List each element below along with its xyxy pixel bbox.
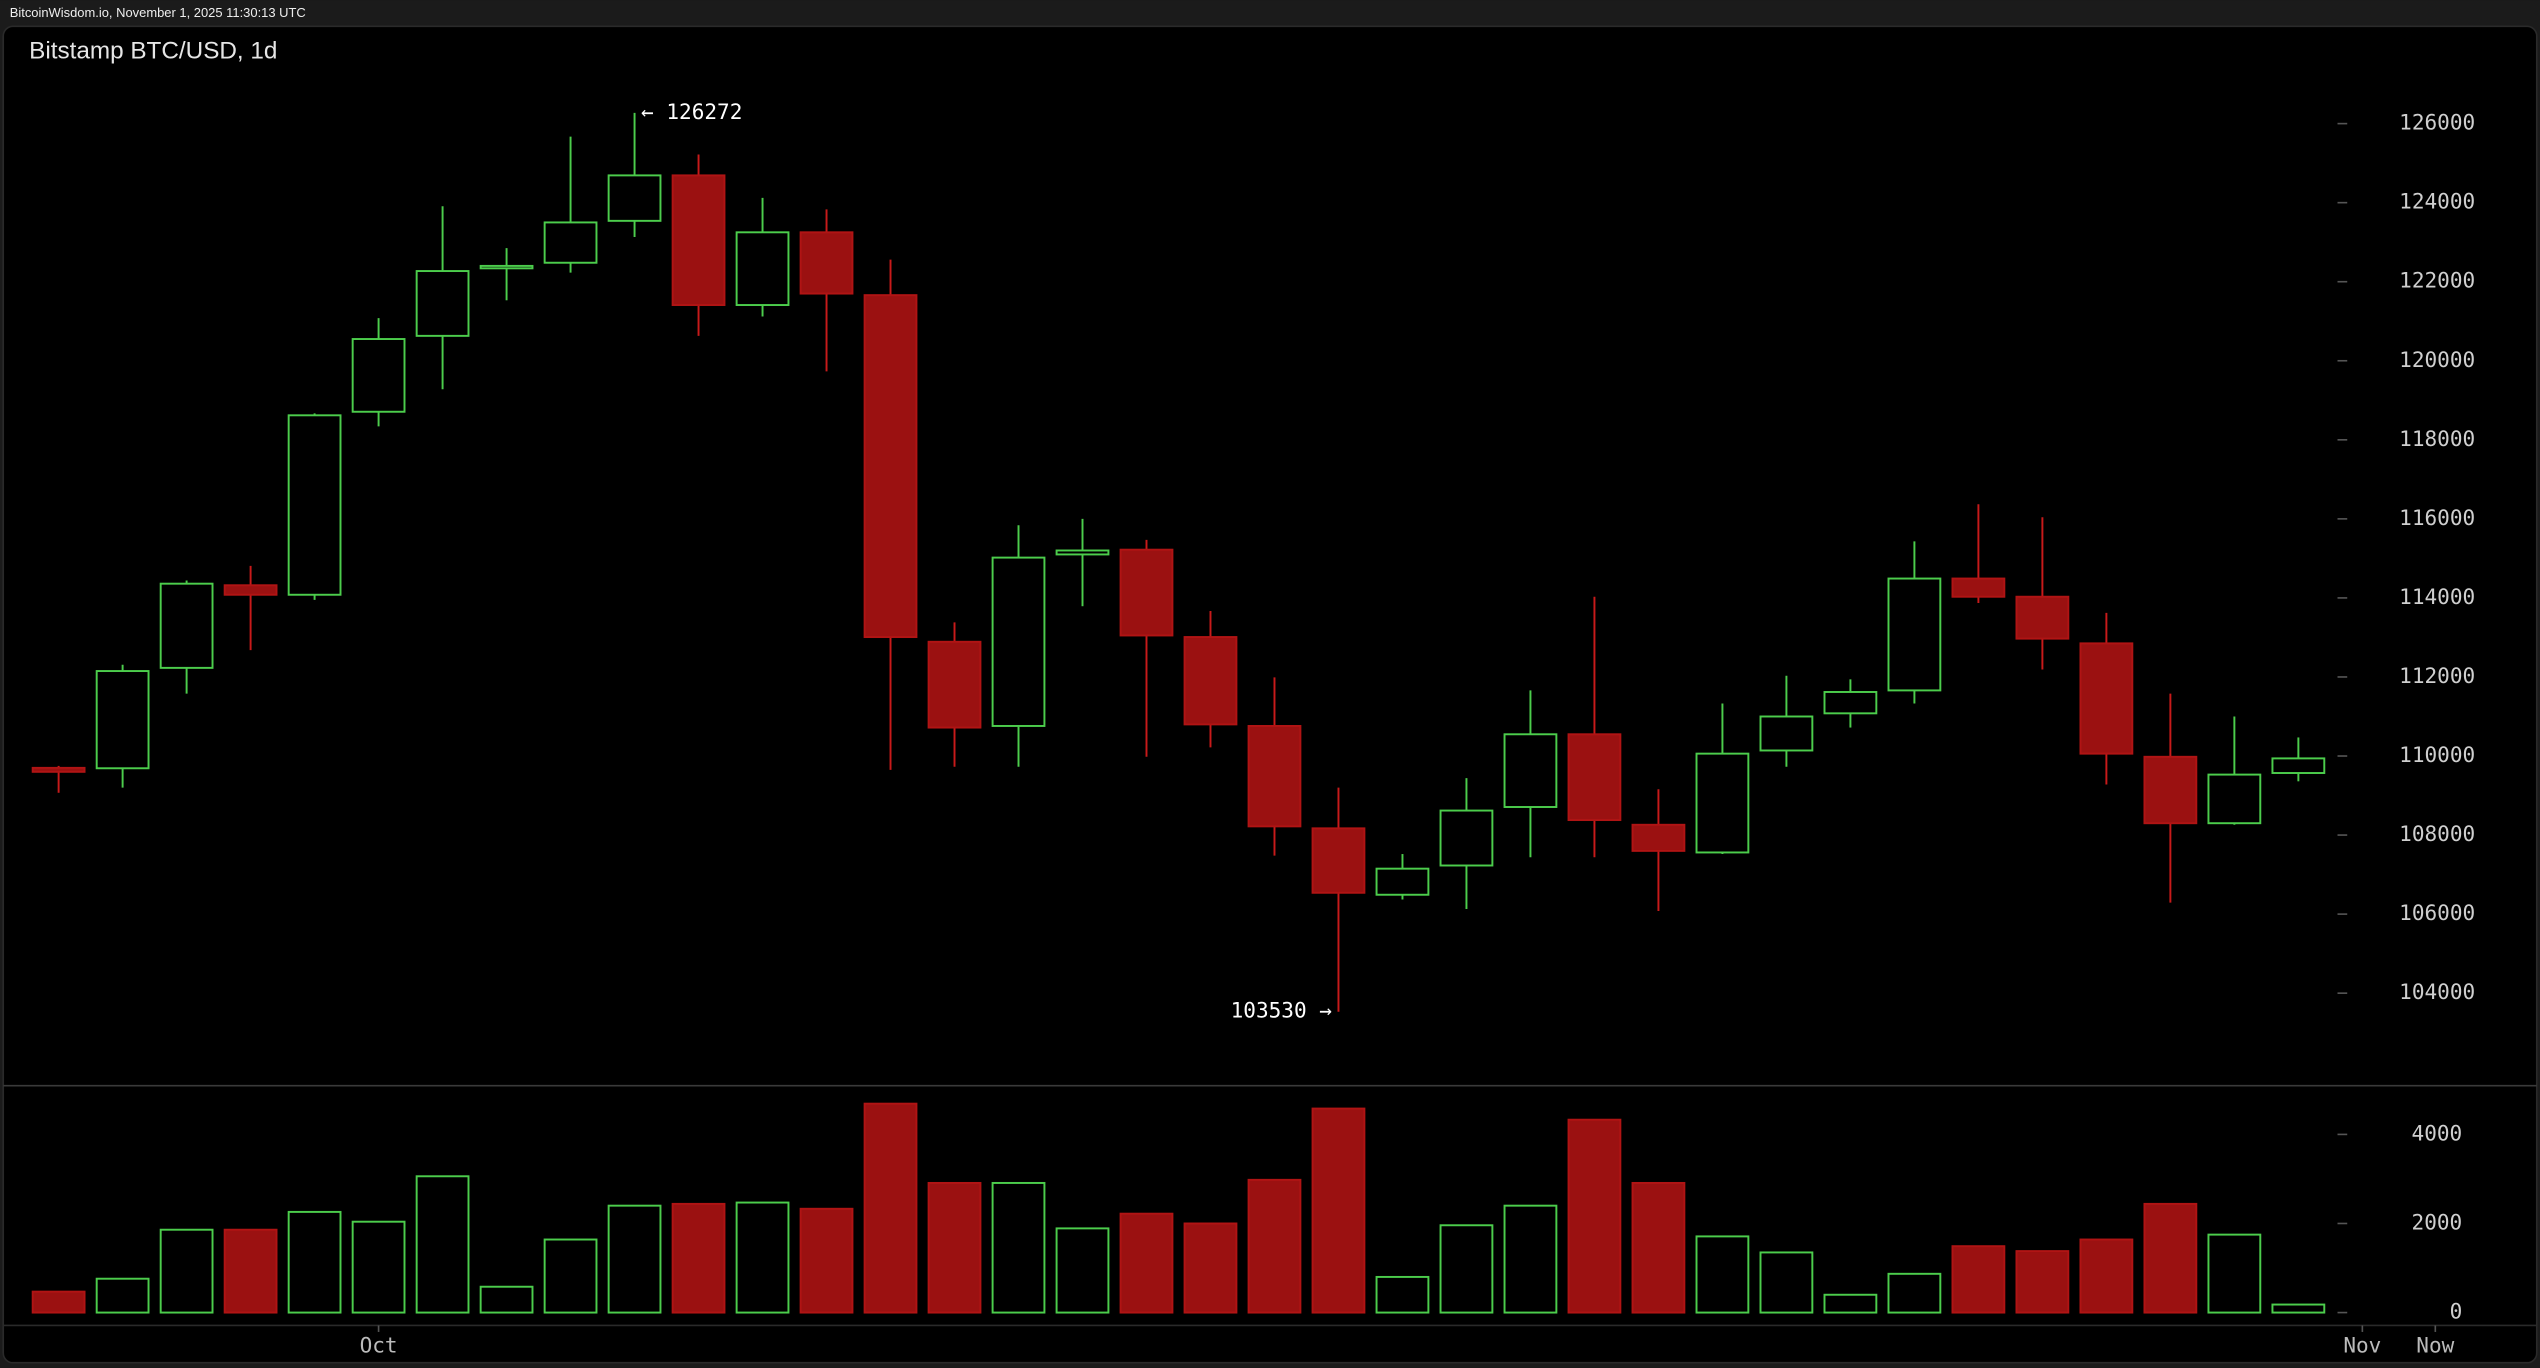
volume-bar — [351, 1220, 406, 1314]
candle-body — [863, 294, 918, 639]
candle-body — [2143, 755, 2198, 825]
x-tick-label: Nov — [2343, 1333, 2381, 1358]
candle-body — [1887, 577, 1942, 692]
candle-body — [2207, 773, 2262, 825]
candle-body — [1247, 725, 1302, 828]
volume-tick-label: 0 — [2450, 1299, 2463, 1324]
y-tick-label: 110000 — [2399, 742, 2475, 767]
candle-body — [991, 556, 1046, 727]
volume-bar — [543, 1238, 598, 1314]
candle-body — [1055, 549, 1110, 556]
candle-body — [1759, 715, 1814, 752]
candle-body — [1631, 823, 1686, 852]
volume-bar — [1439, 1224, 1494, 1314]
y-tick-label: 112000 — [2399, 663, 2475, 688]
candle-body — [1375, 867, 1430, 896]
volume-bar — [927, 1181, 982, 1314]
candle-body — [31, 766, 86, 773]
chart-title: Bitstamp BTC/USD, 1d — [29, 38, 277, 65]
chart-panel — [2, 25, 2538, 1364]
annotation: 103530 → — [1231, 998, 1332, 1023]
x-tick-label: Oct — [360, 1333, 398, 1358]
volume-bar — [2015, 1250, 2070, 1314]
candle-body — [607, 174, 662, 222]
candle-body — [223, 584, 278, 596]
volume-bar — [2207, 1233, 2262, 1314]
candle-body — [1311, 827, 1366, 894]
candle-body — [735, 231, 790, 307]
volume-bar — [2079, 1238, 2134, 1314]
volume-bar — [1695, 1235, 1750, 1314]
y-tick-label: 104000 — [2399, 979, 2475, 1004]
x-tick-label: Now — [2416, 1333, 2454, 1358]
volume-bar — [735, 1201, 790, 1314]
header: BitcoinWisdom.io, November 1, 2025 11:30… — [10, 5, 306, 20]
volume-bar — [95, 1277, 150, 1314]
volume-bar — [1759, 1251, 1814, 1314]
volume-bar — [1311, 1107, 1366, 1314]
volume-bar — [31, 1290, 86, 1314]
candle-body — [95, 670, 150, 770]
volume-bar — [1631, 1181, 1686, 1314]
volume-bar — [799, 1207, 854, 1314]
volume-bar — [223, 1228, 278, 1314]
volume-bar — [479, 1285, 534, 1314]
y-tick-label: 116000 — [2399, 505, 2475, 530]
candle-body — [479, 264, 534, 270]
candle-body — [1695, 752, 1750, 854]
candle-body — [1951, 577, 2006, 598]
y-tick-label: 120000 — [2399, 347, 2475, 372]
volume-bar — [671, 1202, 726, 1314]
y-tick-label: 106000 — [2399, 900, 2475, 925]
candle-body — [2079, 642, 2134, 755]
annotation: ← 126272 — [641, 99, 742, 124]
volume-bar — [1887, 1272, 1942, 1314]
volume-tick-label: 4000 — [2412, 1120, 2463, 1145]
candle-body — [1119, 548, 1174, 637]
volume-bar — [1503, 1204, 1558, 1314]
candle-body — [2271, 757, 2326, 774]
y-tick-label: 108000 — [2399, 821, 2475, 846]
y-tick-label: 126000 — [2399, 110, 2475, 135]
candle-body — [2015, 595, 2070, 640]
volume-bar — [415, 1175, 470, 1314]
candle-body — [543, 221, 598, 264]
candle-body — [1823, 691, 1878, 715]
candle-body — [671, 174, 726, 307]
volume-bar — [1119, 1212, 1174, 1314]
candle-body — [415, 270, 470, 337]
candle-body — [927, 640, 982, 729]
candle-body — [1503, 733, 1558, 808]
candle-body — [1439, 809, 1494, 867]
volume-bar — [2271, 1303, 2326, 1314]
candle-body — [351, 338, 406, 413]
candle-body — [159, 582, 214, 669]
volume-bar — [1183, 1222, 1238, 1314]
volume-bar — [1951, 1245, 2006, 1314]
volume-bar — [607, 1204, 662, 1314]
volume-bar — [1247, 1178, 1302, 1314]
candle-body — [799, 231, 854, 295]
volume-bar — [159, 1228, 214, 1314]
volume-bar — [863, 1102, 918, 1314]
volume-bar — [2143, 1202, 2198, 1314]
y-tick-label: 114000 — [2399, 584, 2475, 609]
y-tick-label: 124000 — [2399, 189, 2475, 214]
volume-tick-label: 2000 — [2412, 1209, 2463, 1234]
volume-bar — [991, 1181, 1046, 1314]
volume-bar — [1375, 1275, 1430, 1314]
volume-bar — [287, 1210, 342, 1314]
y-tick-label: 122000 — [2399, 268, 2475, 293]
candle-body — [287, 414, 342, 596]
y-tick-label: 118000 — [2399, 426, 2475, 451]
volume-bar — [1567, 1118, 1622, 1314]
volume-bar — [1055, 1227, 1110, 1314]
volume-bar — [1823, 1293, 1878, 1314]
candle-body — [1567, 733, 1622, 822]
candle-body — [1183, 636, 1238, 726]
